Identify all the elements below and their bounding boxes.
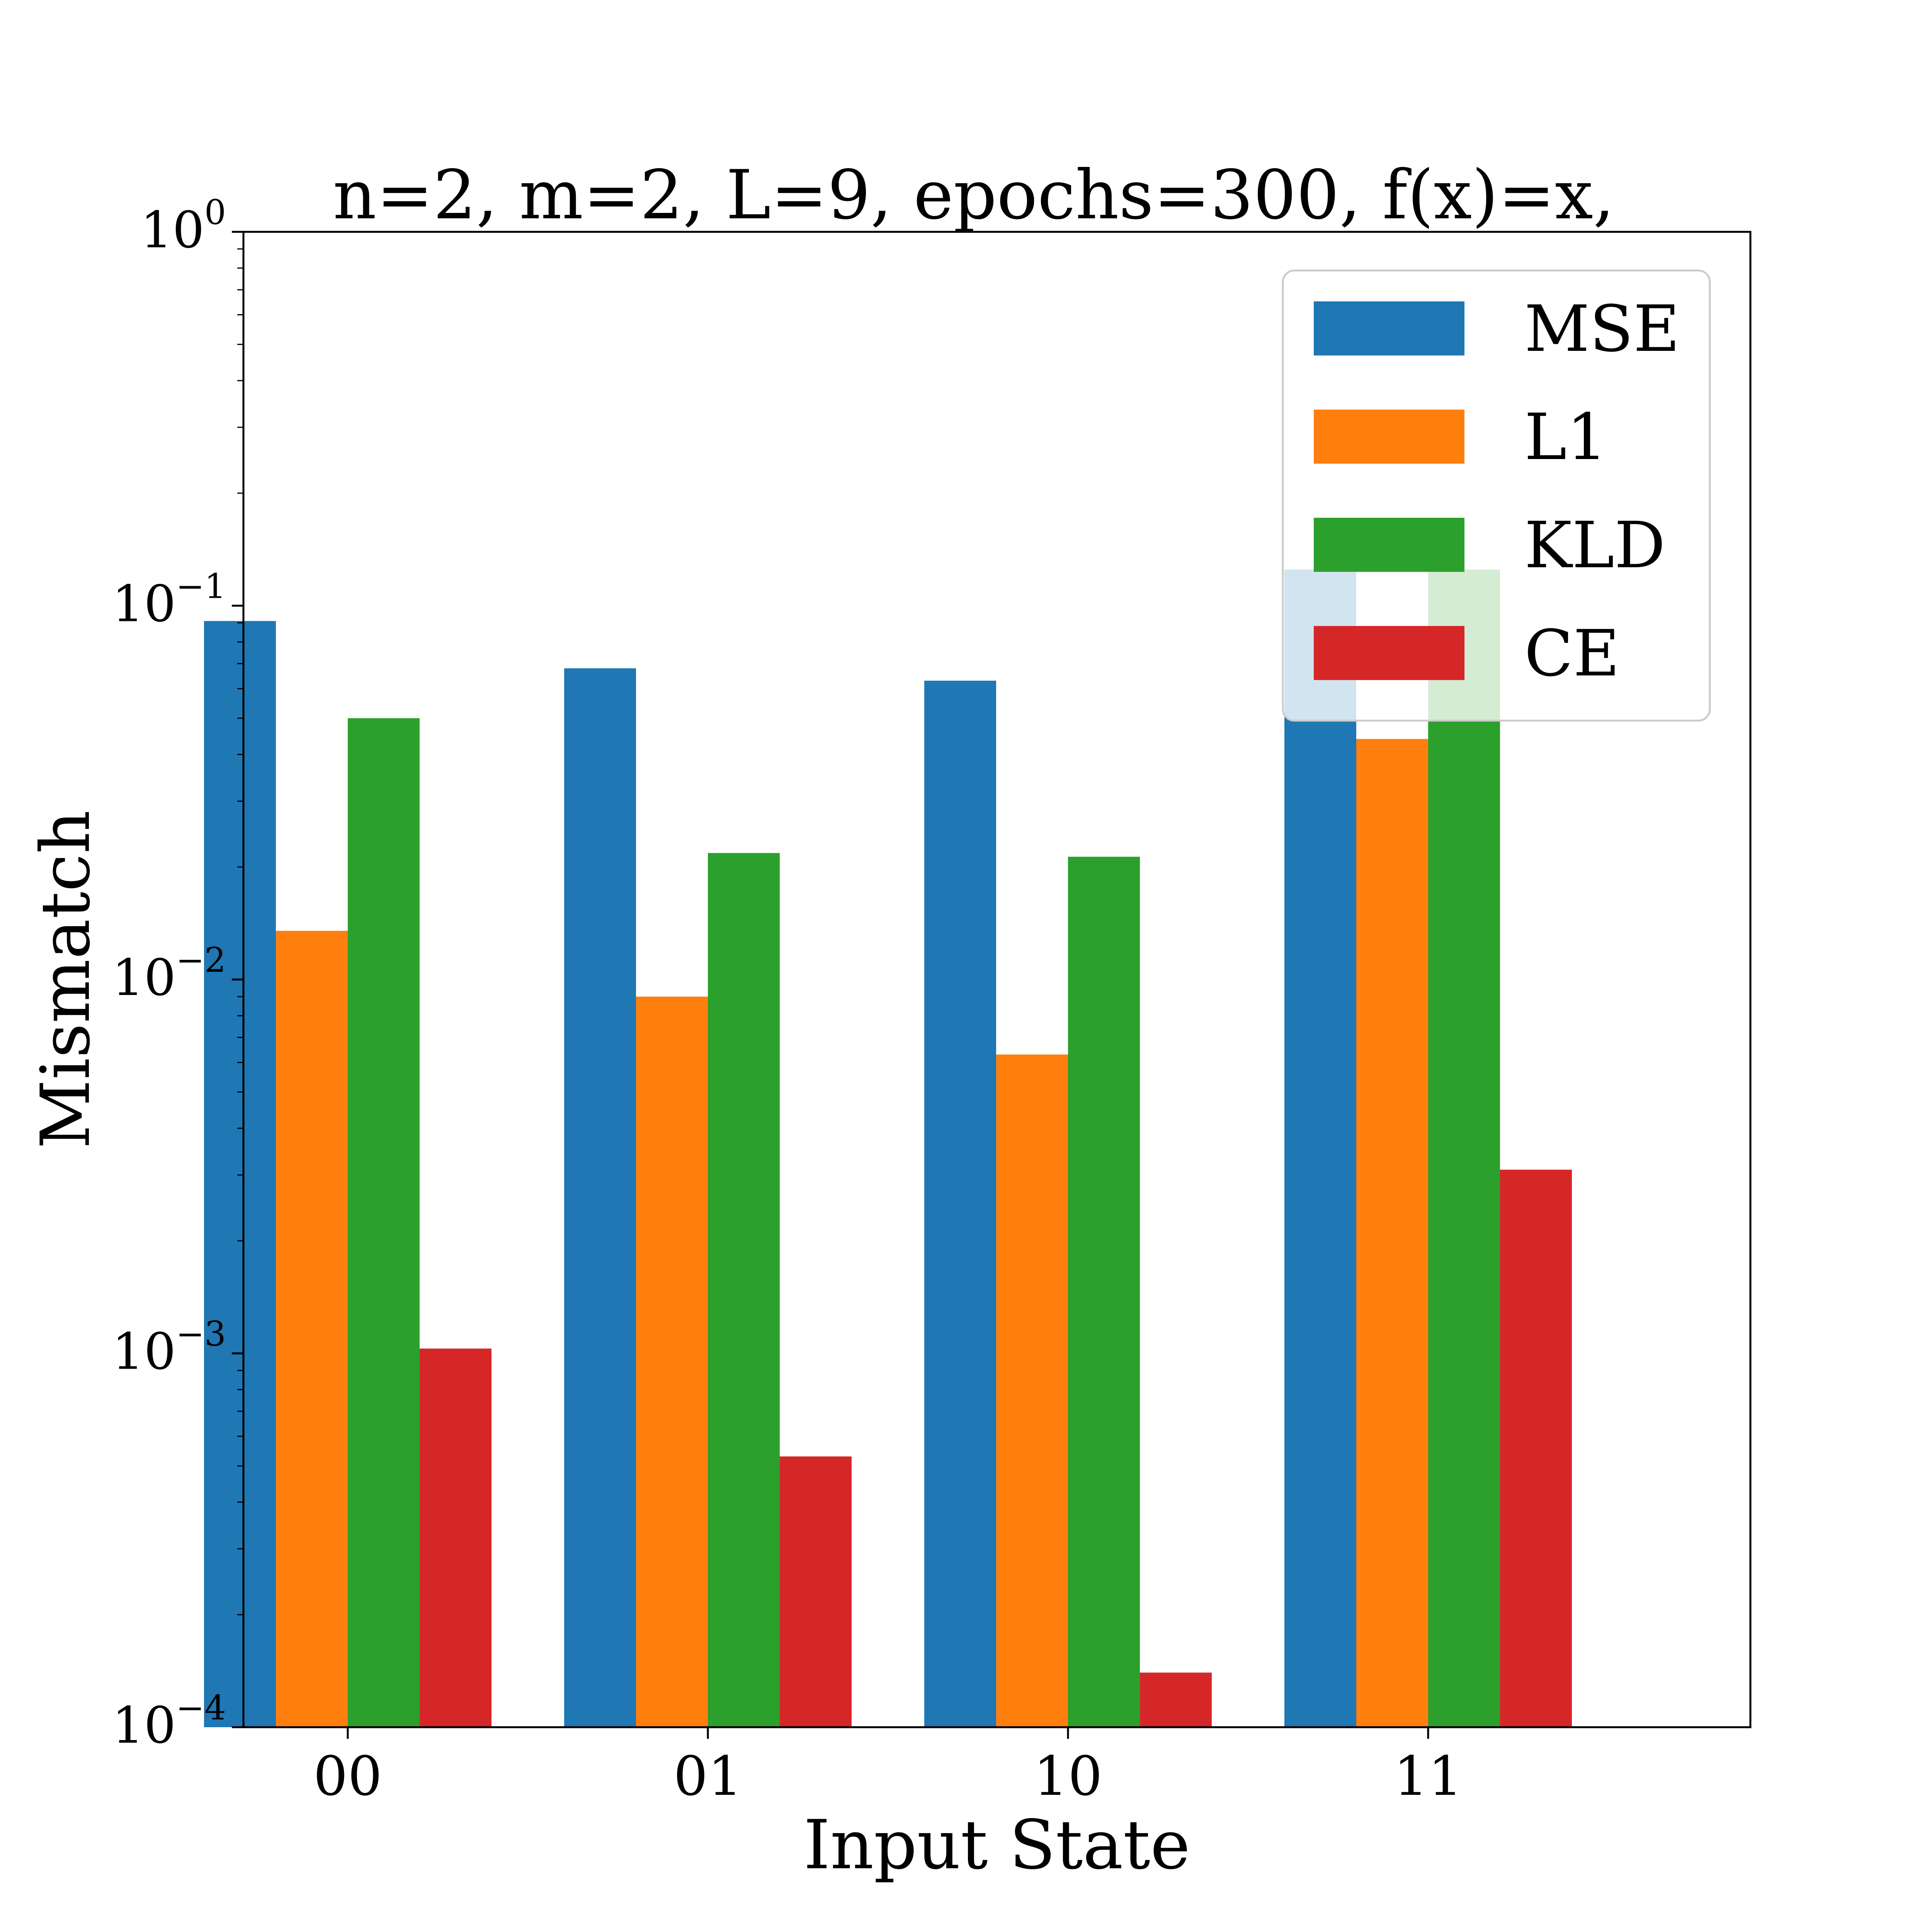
y-tick-exponent: −1 <box>176 566 226 606</box>
x-axis: 00 01 10 11 <box>313 1727 1463 1808</box>
y-tick-base: 10 <box>112 948 176 1007</box>
bar-l1-10 <box>996 1054 1068 1727</box>
y-tick-base: 10 <box>141 201 204 259</box>
y-tick-exponent: −3 <box>176 1314 226 1354</box>
legend-label-l1: L1 <box>1524 400 1607 474</box>
y-tick-exponent: −4 <box>176 1688 226 1728</box>
y-tick-exponent: 0 <box>204 192 226 232</box>
x-axis-label: Input State <box>804 1806 1190 1884</box>
legend-swatch-kld <box>1314 518 1464 572</box>
y-tick-base: 10 <box>112 575 176 633</box>
legend-label-ce: CE <box>1524 616 1620 690</box>
y-tick-label: 10−1 <box>112 566 226 633</box>
bar-mse-10 <box>924 680 996 1727</box>
y-axis-label: Mismatch <box>27 810 105 1149</box>
chart-title: n=2, m=2, L=9, epochs=300, f(x)=x, <box>333 156 1615 235</box>
y-tick-label: 10−4 <box>112 1688 226 1755</box>
legend-label-mse: MSE <box>1524 292 1680 366</box>
x-tick-label: 10 <box>1034 1745 1102 1808</box>
y-tick-exponent: −2 <box>176 940 226 980</box>
bar-l1-00 <box>276 930 348 1727</box>
legend-box <box>1282 269 1711 722</box>
y-tick-label: 10−3 <box>112 1314 226 1381</box>
legend-swatch-ce <box>1314 626 1464 680</box>
bar-ce-10 <box>1140 1672 1212 1727</box>
bar-kld-01 <box>708 853 780 1727</box>
legend-swatch-mse <box>1314 301 1464 355</box>
bar-ce-00 <box>420 1349 492 1727</box>
x-tick-label: 11 <box>1394 1745 1463 1808</box>
bar-kld-11 <box>1428 569 1500 1727</box>
y-tick-label: 10−2 <box>112 940 226 1007</box>
y-tick-base: 10 <box>112 1696 176 1755</box>
bar-kld-00 <box>348 718 420 1727</box>
bar-kld-10 <box>1068 857 1140 1727</box>
bar-mse-01 <box>564 668 636 1727</box>
x-tick-label: 00 <box>313 1745 382 1808</box>
y-tick-base: 10 <box>112 1322 176 1381</box>
bar-mse-00 <box>204 621 276 1727</box>
bar-mse-11 <box>1284 569 1356 1727</box>
legend-label-kld: KLD <box>1524 508 1665 582</box>
bar-ce-11 <box>1500 1170 1572 1727</box>
y-tick-label: 100 <box>141 192 226 259</box>
bar-ce-01 <box>780 1456 852 1727</box>
legend: MSE L1 KLD CE <box>1282 269 1711 722</box>
legend-swatch-l1 <box>1314 410 1464 464</box>
bar-l1-11 <box>1356 739 1428 1728</box>
x-tick-label: 01 <box>673 1745 742 1808</box>
bars <box>204 569 1572 1728</box>
bar-l1-01 <box>636 997 708 1727</box>
